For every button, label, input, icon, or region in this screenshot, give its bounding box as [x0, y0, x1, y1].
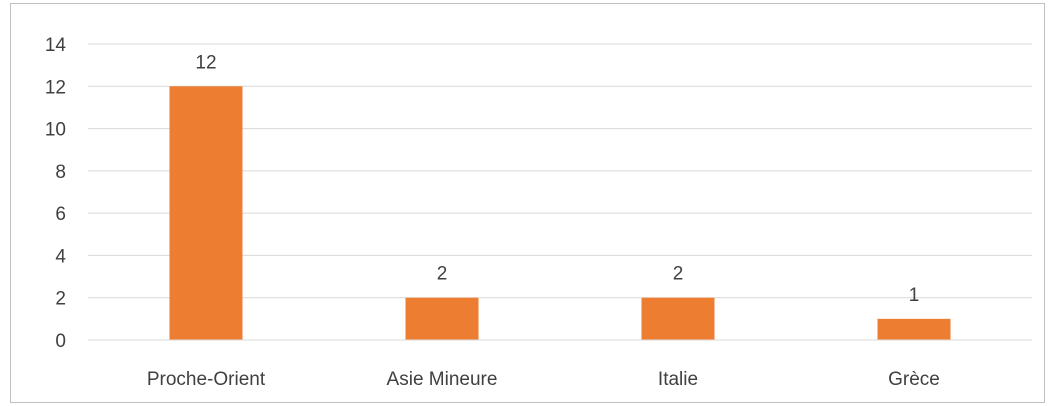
x-axis-categories: Proche-Orient Asie Mineure Italie Grèce: [147, 369, 940, 390]
bar-proche-orient: [169, 86, 243, 341]
gridlines: [88, 43, 1032, 299]
y-axis-ticks: 0 2 4 6 8 10 12 14: [45, 35, 67, 352]
data-label: 12: [195, 52, 216, 73]
y-tick-label: 6: [55, 204, 66, 225]
category-label: Italie: [658, 369, 698, 390]
y-tick-label: 10: [45, 120, 66, 141]
y-tick-label: 14: [45, 35, 67, 56]
y-tick-label: 0: [55, 331, 66, 352]
data-label: 1: [909, 285, 920, 306]
category-label: Asie Mineure: [387, 369, 498, 390]
bar-italie: [641, 297, 715, 340]
data-label: 2: [437, 264, 448, 285]
y-tick-label: 4: [55, 246, 66, 267]
bar-gr-ce: [877, 318, 951, 340]
y-tick-label: 8: [55, 162, 66, 183]
bar-asie-mineure: [405, 297, 479, 340]
data-labels: 12 2 2 1: [195, 52, 919, 306]
data-label: 2: [673, 264, 684, 285]
bars: [169, 86, 951, 341]
category-label: Grèce: [888, 369, 940, 390]
category-label: Proche-Orient: [147, 369, 266, 390]
y-tick-label: 12: [45, 77, 66, 98]
y-tick-label: 2: [55, 289, 66, 310]
